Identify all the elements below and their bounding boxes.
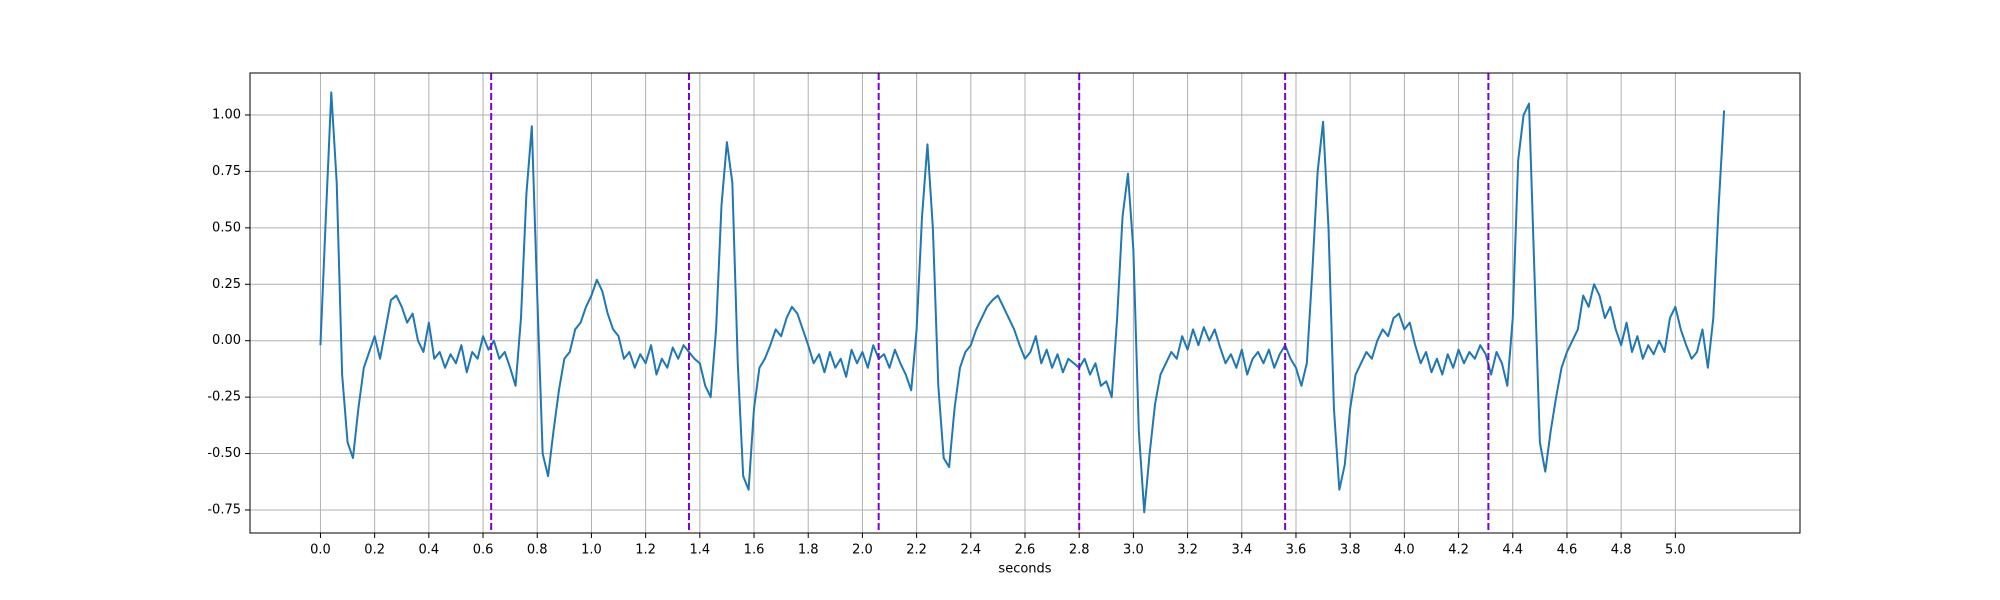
x-tick-label: 4.0: [1394, 543, 1415, 558]
x-tick-label: 2.2: [906, 543, 927, 558]
y-tick-label: 0.50: [212, 220, 241, 235]
y-tick-label: 0.25: [212, 277, 241, 292]
x-tick-label: 2.6: [1015, 543, 1036, 558]
x-tick-label: 4.2: [1448, 543, 1469, 558]
x-tick-label: 0.6: [473, 543, 494, 558]
x-tick-label: 2.8: [1069, 543, 1090, 558]
x-tick-label: 3.8: [1340, 543, 1361, 558]
x-tick-label: 4.8: [1611, 543, 1632, 558]
x-tick-label: 0.0: [310, 543, 331, 558]
plot-frame: [249, 72, 1801, 534]
y-tick-label: -0.25: [207, 390, 241, 405]
x-tick-label: 4.6: [1557, 543, 1578, 558]
x-tick-label: 2.4: [960, 543, 981, 558]
x-tick-label: 4.4: [1502, 543, 1523, 558]
y-tick-label: -0.75: [207, 502, 241, 517]
x-tick-label: 1.8: [798, 543, 819, 558]
signal-line: [319, 91, 1726, 514]
x-tick-label: 2.0: [852, 543, 873, 558]
x-tick-label: 0.4: [419, 543, 440, 558]
x-tick-label: 0.8: [527, 543, 548, 558]
x-tick-label: 0.2: [364, 543, 385, 558]
x-tick-label: 1.6: [744, 543, 765, 558]
y-tick-label: 1.00: [212, 107, 241, 122]
y-tick-label: 0.00: [212, 333, 241, 348]
x-tick-label: 1.4: [689, 543, 710, 558]
x-tick-label: 3.6: [1286, 543, 1307, 558]
x-tick-label: 3.2: [1177, 543, 1198, 558]
x-axis-label: seconds: [998, 562, 1051, 577]
x-tick-label: 1.0: [581, 543, 602, 558]
x-tick-label: 1.2: [635, 543, 656, 558]
x-tick-label: 3.4: [1231, 543, 1252, 558]
y-tick-label: 0.75: [212, 164, 241, 179]
x-tick-label: 3.0: [1123, 543, 1144, 558]
x-tick-label: 5.0: [1665, 543, 1686, 558]
y-tick-label: -0.50: [207, 446, 241, 461]
